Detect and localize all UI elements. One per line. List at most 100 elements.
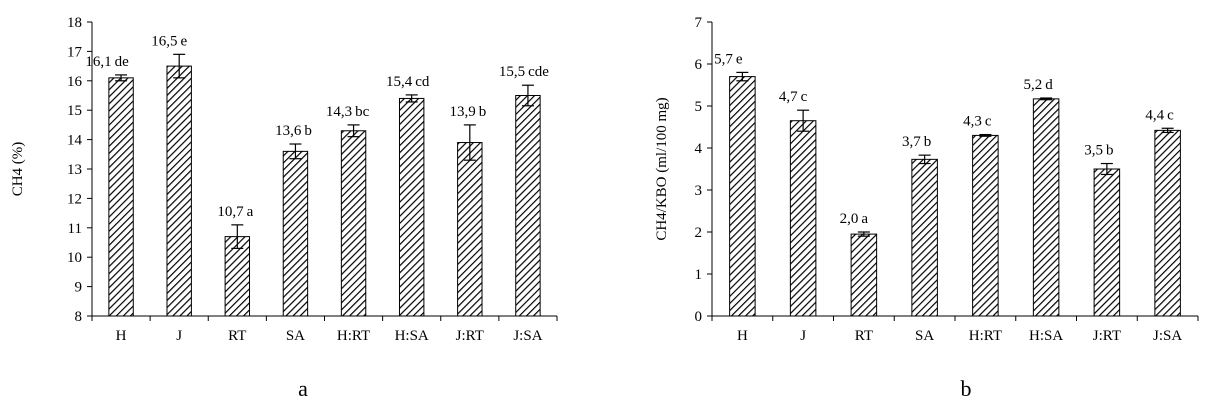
y-axis-title: CH4/KBO (ml/100 mg) <box>654 97 670 240</box>
bar-j <box>789 120 817 317</box>
x-tick-label: RT <box>855 328 873 344</box>
x-tick-label: SA <box>915 328 934 344</box>
data-label: 15,4 cd <box>386 74 430 90</box>
x-tick-label: H:RT <box>969 328 1002 344</box>
bar-h-sa <box>398 97 425 317</box>
bar-h-sa <box>1032 98 1060 317</box>
data-label: 15,5 cde <box>499 64 549 80</box>
significance-letter: c <box>1167 107 1174 123</box>
significance-letter: bc <box>355 104 370 120</box>
data-label: 16,1 de <box>85 54 129 70</box>
panel-label: b <box>961 376 972 401</box>
y-tick-label: 15 <box>67 103 82 119</box>
y-tick-label: 11 <box>68 221 82 237</box>
data-label-value: 2,0 <box>840 211 859 227</box>
x-tick-label: J:SA <box>513 328 542 344</box>
x-tick-label: SA <box>286 328 305 344</box>
significance-letter: de <box>115 54 130 70</box>
y-tick-label: 2 <box>695 225 703 241</box>
significance-letter: b <box>924 134 932 150</box>
data-label-value: 4,7 <box>779 89 798 105</box>
bar-j-rt <box>457 142 483 317</box>
significance-letter: e <box>180 33 187 49</box>
data-label: 5,2 d <box>1024 77 1054 93</box>
significance-letter: b <box>304 123 312 139</box>
data-label: 14,3 bc <box>326 104 370 120</box>
x-tick-label: J:RT <box>456 328 484 344</box>
bar-sa <box>911 158 938 317</box>
data-label-value: 14,3 <box>326 104 352 120</box>
data-label: 3,5 b <box>1084 143 1113 159</box>
x-tick-label: RT <box>228 328 246 344</box>
x-tick-label: J:RT <box>1093 328 1121 344</box>
x-tick-label: H <box>116 328 127 344</box>
data-label: 4,7 c <box>779 89 808 105</box>
data-label-value: 10,7 <box>217 204 244 220</box>
y-tick-label: 6 <box>695 57 703 73</box>
bar-h-rt <box>340 130 367 317</box>
significance-letter: e <box>736 51 743 67</box>
significance-letter: d <box>1045 77 1053 93</box>
bar-sa <box>282 150 309 317</box>
significance-letter: c <box>801 89 808 105</box>
y-tick-label: 1 <box>695 267 703 283</box>
y-tick-label: 4 <box>695 141 703 157</box>
data-label-value: 4,4 <box>1145 107 1164 123</box>
data-label: 4,4 c <box>1145 107 1174 123</box>
x-tick-label: H:SA <box>395 328 429 344</box>
y-tick-label: 13 <box>67 162 82 178</box>
data-label: 4,3 c <box>963 114 992 130</box>
data-label-value: 16,5 <box>151 33 177 49</box>
data-label-value: 15,4 <box>386 74 413 90</box>
data-label: 13,6 b <box>275 123 312 139</box>
significance-letter: cd <box>415 74 430 90</box>
data-label-value: 5,7 <box>714 51 733 67</box>
y-tick-label: 9 <box>75 280 83 296</box>
data-label: 3,7 b <box>902 134 931 150</box>
data-label: 5,7 e <box>714 51 743 67</box>
y-axis-title: CH4 (%) <box>10 142 26 197</box>
y-tick-label: 14 <box>67 133 83 149</box>
data-label: 16,5 e <box>151 33 187 49</box>
data-label: 2,0 a <box>840 211 869 227</box>
data-label-value: 3,7 <box>902 134 921 150</box>
data-label-value: 3,5 <box>1084 143 1103 159</box>
data-label-value: 5,2 <box>1024 77 1043 93</box>
data-label-value: 13,9 <box>449 104 475 120</box>
bar-h <box>729 76 756 317</box>
x-tick-label: J <box>800 328 806 344</box>
significance-letter: a <box>861 211 868 227</box>
bar-j-sa <box>1154 129 1181 317</box>
bar-rt <box>224 236 251 317</box>
data-label-value: 4,3 <box>963 114 982 130</box>
y-tick-label: 5 <box>695 99 703 115</box>
bar-rt <box>850 233 878 317</box>
y-tick-label: 17 <box>67 44 83 60</box>
x-tick-label: J <box>176 328 182 344</box>
panel-label: a <box>298 376 308 401</box>
y-tick-label: 7 <box>695 15 703 31</box>
data-label-value: 15,5 <box>499 64 525 80</box>
data-label: 10,7 a <box>217 204 253 220</box>
bar-j-rt <box>1093 168 1121 317</box>
data-label-value: 16,1 <box>85 54 111 70</box>
x-tick-label: J:SA <box>1153 328 1182 344</box>
significance-letter: a <box>247 204 254 220</box>
significance-letter: c <box>985 114 992 130</box>
x-tick-label: H <box>737 328 748 344</box>
y-tick-label: 16 <box>67 74 83 90</box>
y-tick-label: 3 <box>695 183 703 199</box>
significance-letter: b <box>479 104 487 120</box>
bar-h <box>108 77 134 317</box>
significance-letter: cde <box>528 64 549 80</box>
y-tick-label: 18 <box>67 15 82 31</box>
x-tick-label: H:SA <box>1029 328 1063 344</box>
y-tick-label: 10 <box>67 250 82 266</box>
significance-letter: b <box>1106 143 1114 159</box>
data-label-value: 13,6 <box>275 123 302 139</box>
bar-j-sa <box>515 95 541 317</box>
x-tick-label: H:RT <box>337 328 370 344</box>
